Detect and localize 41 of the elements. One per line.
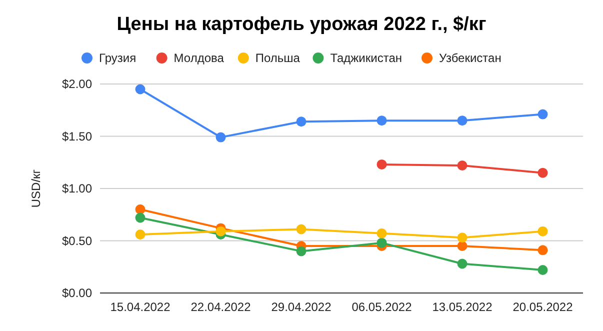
legend-label: Узбекистан	[439, 51, 502, 65]
point	[457, 240, 468, 251]
x-tick-label: 13.05.2022	[432, 300, 493, 314]
point	[538, 265, 548, 276]
point	[457, 160, 468, 171]
point	[135, 84, 146, 94]
point	[376, 116, 387, 126]
point	[457, 116, 468, 126]
x-tick-label: 15.04.2022	[110, 300, 171, 314]
y-axis-title: USD/кг	[29, 168, 43, 208]
point	[216, 226, 226, 236]
x-tick-label: 20.05.2022	[512, 300, 574, 314]
point	[376, 228, 387, 238]
point	[538, 168, 548, 178]
point	[538, 245, 548, 256]
legend-label: Таджикистан	[330, 51, 402, 65]
legend-label: Молдова	[174, 51, 224, 65]
legend-label: Польша	[255, 51, 300, 65]
y-tick-label: $0.50	[62, 234, 92, 248]
point	[135, 204, 146, 214]
point	[296, 224, 306, 234]
point	[376, 159, 387, 170]
point	[376, 238, 387, 248]
point	[538, 109, 548, 120]
x-tick-label: 29.04.2022	[271, 300, 332, 314]
point	[538, 226, 548, 236]
x-tick-label: 22.04.2022	[190, 300, 252, 314]
chart-title: Цены на картофель урожая 2022 г., $/кг	[116, 14, 486, 35]
y-tick-label: $0.00	[62, 286, 92, 300]
y-tick-label: $2.00	[62, 77, 92, 91]
point	[457, 232, 468, 243]
point	[135, 212, 146, 223]
point	[216, 132, 226, 142]
point	[296, 116, 306, 127]
y-tick-label: $1.00	[62, 182, 92, 196]
y-tick-label: $1.50	[62, 129, 92, 144]
point	[457, 258, 468, 269]
legend-label: Грузия	[99, 51, 136, 65]
point	[135, 229, 146, 240]
point	[296, 246, 306, 256]
x-tick-label: 06.05.2022	[352, 300, 412, 314]
